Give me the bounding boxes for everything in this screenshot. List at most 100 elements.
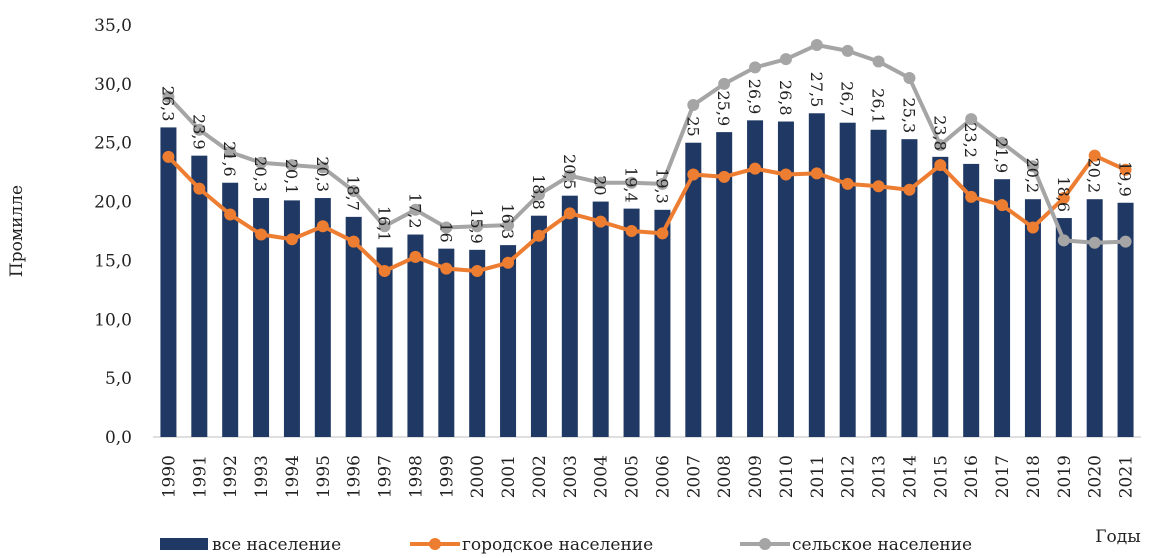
bar: [747, 120, 764, 437]
marker: [625, 176, 638, 189]
bar: [685, 142, 702, 437]
x-tick-label: 2015: [931, 455, 951, 498]
bar: [716, 132, 733, 437]
marker: [779, 53, 792, 66]
bar: [592, 201, 609, 437]
x-tick-label: 1994: [283, 455, 303, 498]
value-label: 18,8: [529, 174, 548, 210]
marker: [810, 39, 823, 52]
marker: [749, 162, 762, 175]
value-label: 26,3: [158, 86, 177, 122]
marker: [779, 168, 792, 181]
marker: [625, 225, 638, 237]
x-tick-label: 2008: [715, 455, 735, 498]
x-tick-label: 2005: [623, 455, 643, 498]
x-tick-label: 2014: [900, 455, 920, 498]
marker: [378, 265, 391, 278]
marker: [285, 159, 298, 172]
value-label: 18,7: [344, 175, 363, 211]
bar: [191, 155, 208, 438]
line: [166, 43, 1126, 245]
value-label: 18,6: [1054, 176, 1073, 212]
bar: [314, 198, 331, 437]
bar: [438, 248, 455, 437]
x-tick-label: 2011: [808, 455, 828, 498]
x-tick-label: 2012: [839, 455, 859, 498]
marker: [224, 146, 237, 159]
x-tick-label: 1998: [406, 455, 426, 498]
bar: [469, 249, 486, 437]
marker: [316, 220, 329, 233]
marker: [255, 156, 268, 169]
marker: [162, 150, 175, 163]
x-tick-label: 1996: [345, 455, 365, 498]
bar: [376, 247, 393, 437]
marker: [1119, 163, 1132, 176]
y-tick-label: 15,0: [94, 251, 132, 271]
marker: [594, 176, 607, 189]
bar: [654, 209, 671, 437]
y-tick-label: 10,0: [94, 310, 132, 330]
marker: [1026, 221, 1039, 234]
x-tick-label: 2003: [561, 455, 581, 498]
bar: [932, 156, 949, 437]
marker: [841, 177, 854, 190]
marker: [934, 159, 947, 172]
bar: [345, 216, 362, 437]
marker: [965, 113, 978, 126]
marker: [162, 90, 175, 103]
bar: [222, 182, 239, 437]
value-label: 20,3: [251, 156, 270, 192]
legend-label: сельское население: [792, 535, 972, 554]
marker: [193, 182, 206, 195]
line: [167, 153, 1127, 274]
value-label: 19,9: [1116, 161, 1135, 197]
y-tick-label: 0,0: [105, 428, 132, 448]
marker: [532, 229, 545, 242]
x-tick-label: 2002: [530, 455, 550, 498]
x-tick-label: 2020: [1086, 455, 1106, 498]
marker: [378, 220, 391, 233]
bar: [253, 198, 270, 437]
legend-marker: [429, 538, 441, 550]
bar: [839, 122, 856, 438]
value-label: 19,3: [652, 168, 671, 204]
x-tick-label: 2001: [499, 455, 519, 498]
value-label: 26,1: [869, 88, 888, 124]
x-tick-label: 2009: [746, 455, 766, 498]
bar: [500, 245, 517, 437]
value-label: 17,2: [405, 193, 424, 229]
bar: [407, 234, 424, 437]
x-tick-label: 2010: [777, 455, 797, 498]
value-label: 20,2: [1023, 158, 1042, 194]
y-axis-title: Промилле: [7, 185, 27, 277]
marker: [872, 55, 885, 68]
marker: [1057, 192, 1070, 205]
value-label: 25,3: [899, 98, 918, 134]
x-tick-label: 2007: [684, 455, 704, 498]
value-label: 20,5: [560, 154, 579, 190]
marker: [409, 250, 422, 263]
bar: [777, 121, 794, 438]
x-tick-label: 2017: [993, 455, 1013, 498]
marker: [594, 215, 607, 228]
x-tick-label: 2018: [1024, 455, 1044, 498]
marker: [347, 235, 360, 248]
value-label: 20: [591, 175, 610, 195]
bar: [1055, 218, 1072, 437]
marker: [255, 228, 268, 241]
marker: [471, 265, 484, 278]
bar: [963, 163, 980, 437]
value-label: 25: [683, 116, 702, 136]
marker: [996, 199, 1009, 212]
marker: [718, 170, 731, 183]
marker: [903, 183, 916, 196]
y-tick-label: 20,0: [94, 193, 132, 213]
bar: [623, 208, 640, 437]
value-label: 26,8: [776, 80, 795, 116]
x-tick-label: 1990: [159, 455, 179, 498]
x-axis-title: Годы: [1095, 527, 1141, 547]
bar: [1024, 199, 1041, 437]
legend-swatch: [160, 538, 208, 550]
